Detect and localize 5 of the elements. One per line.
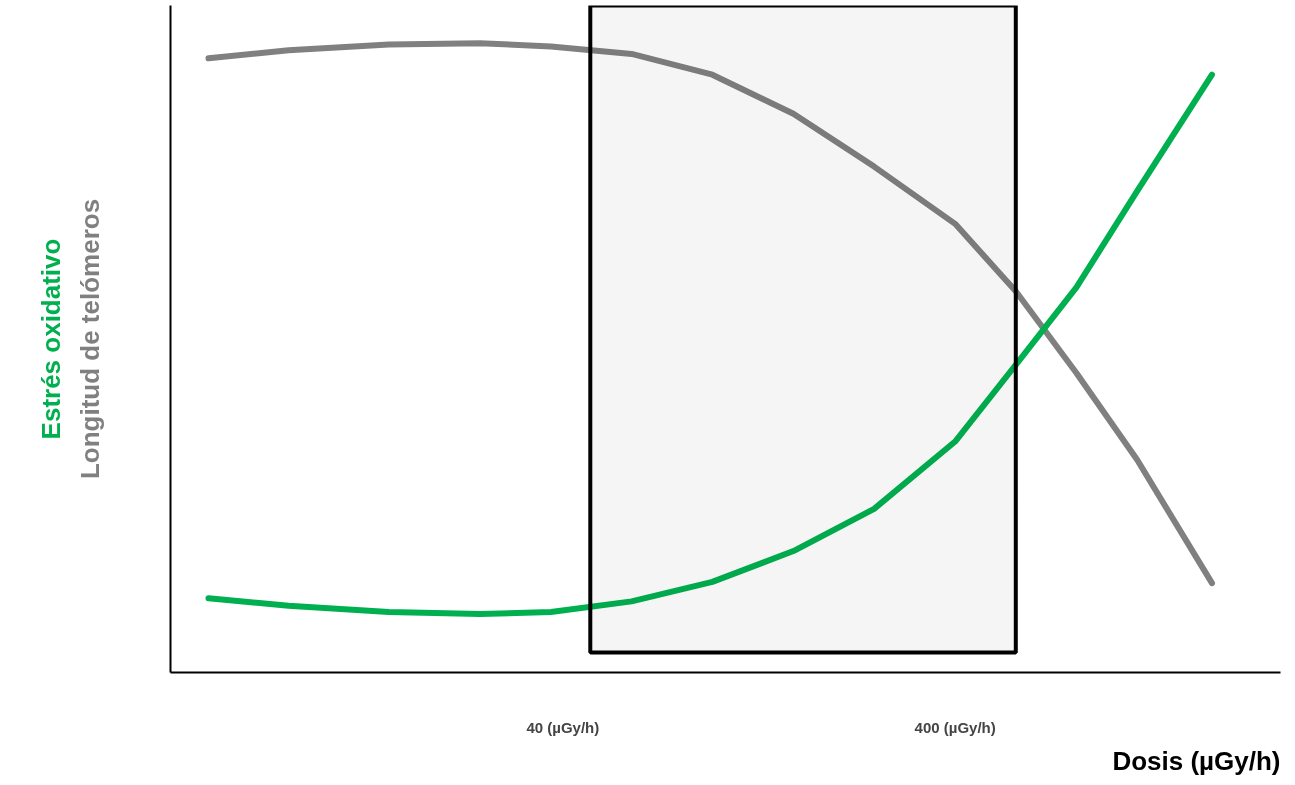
text: Longitud de telómeros <box>74 198 105 480</box>
x-tick-label: 40 (µGy/h) <box>526 718 600 736</box>
text: Estrés oxidativo <box>35 238 66 440</box>
x-tick-label: 400 (µGy/h) <box>914 718 996 736</box>
x-axis-title: Dosis (µGy/h) <box>1112 745 1281 776</box>
